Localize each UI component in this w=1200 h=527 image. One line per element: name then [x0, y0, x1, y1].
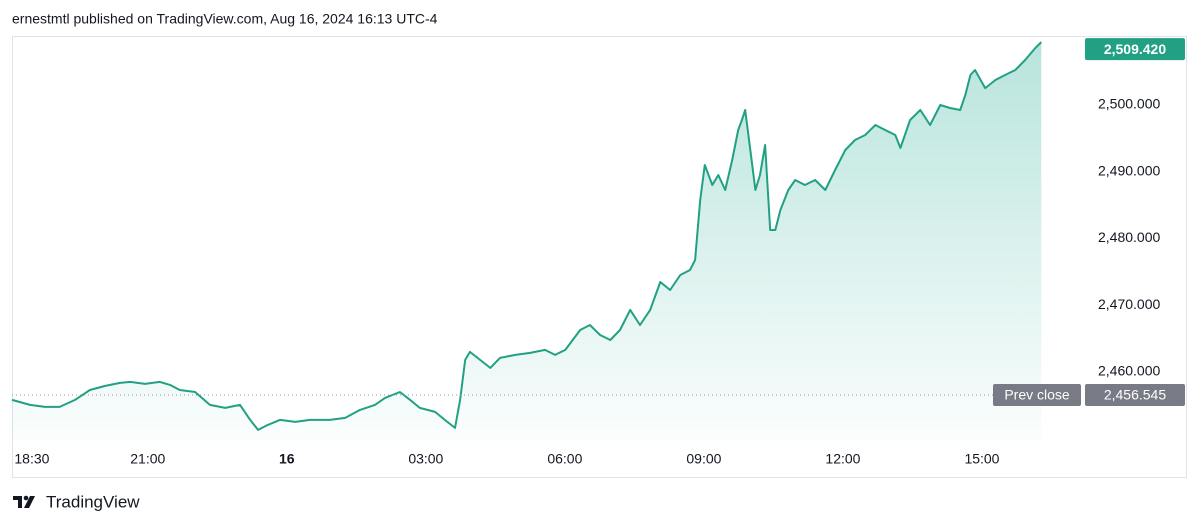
prev-close-name-box	[993, 383, 1081, 406]
header: ernestmtl published on TradingView.com, …	[12, 11, 438, 27]
x-tick-label: 12:00	[825, 451, 860, 467]
prev-close-label: 2,456.545	[1104, 387, 1166, 403]
y-tick-label: 2,480.000	[1098, 229, 1160, 245]
x-tick-label: 03:00	[408, 451, 443, 467]
x-tick-label: 16	[279, 451, 295, 467]
x-tick-label: 06:00	[547, 451, 582, 467]
y-tick-label: 2,460.000	[1098, 363, 1160, 379]
logo	[13, 495, 35, 508]
chart-frame	[12, 36, 1187, 478]
last-price-label: 2,509.420	[1104, 41, 1166, 57]
x-tick-label: 18:30	[14, 451, 49, 467]
brand: TradingView	[46, 492, 140, 511]
y-tick-label: 2,500.000	[1098, 96, 1160, 112]
area-fill	[12, 42, 1042, 440]
last-price-box	[1085, 38, 1185, 61]
y-tick-label: 2,470.000	[1098, 296, 1160, 312]
price-line	[11, 41, 1043, 431]
y-tick-label: 2,490.000	[1098, 162, 1160, 178]
prev-close-name: Prev close	[1004, 387, 1070, 403]
prev-close-box	[1085, 383, 1185, 406]
x-tick-label: 21:00	[130, 451, 165, 467]
x-tick-label: 09:00	[686, 451, 721, 467]
x-tick-label: 15:00	[964, 451, 999, 467]
